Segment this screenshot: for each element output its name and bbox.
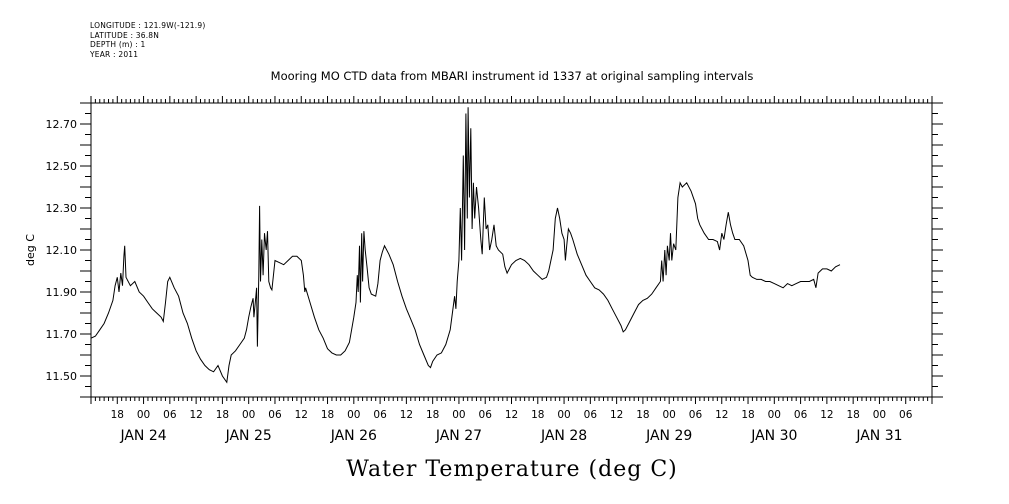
- x-hour-label: 00: [768, 409, 781, 421]
- x-day-label: JAN 30: [750, 428, 797, 444]
- x-axis-label: Water Temperature (deg C): [346, 457, 678, 482]
- x-day-label: JAN 28: [540, 428, 587, 444]
- longitude-label: LONGITUDE : 121.9W(-121.9): [90, 21, 206, 30]
- x-hour-label: 00: [242, 409, 255, 421]
- x-hour-label: 12: [610, 409, 623, 421]
- x-hour-label: 12: [715, 409, 728, 421]
- x-hour-label: 18: [426, 409, 439, 421]
- x-hour-label: 00: [137, 409, 150, 421]
- year-label: YEAR : 2011: [90, 49, 139, 59]
- x-hour-label: 06: [163, 409, 177, 421]
- x-hour-label: 12: [400, 409, 413, 421]
- y-tick-label: 12.30: [46, 202, 78, 215]
- x-hour-label: 18: [321, 409, 334, 421]
- x-day-label: JAN 26: [330, 428, 377, 444]
- x-hour-label: 00: [663, 409, 676, 421]
- x-hour-label: 12: [820, 409, 833, 421]
- x-hour-label: 18: [216, 409, 229, 421]
- x-hour-label: 18: [531, 409, 544, 421]
- y-tick-label: 11.50: [46, 370, 78, 383]
- x-hour-label: 06: [373, 409, 387, 421]
- x-hour-label: 18: [846, 409, 859, 421]
- x-hour-label: 12: [295, 409, 308, 421]
- x-hour-label: 06: [479, 409, 493, 421]
- depth-label: DEPTH (m) : 1: [90, 40, 146, 49]
- y-tick-label: 12.10: [46, 244, 78, 257]
- x-hour-label: 00: [557, 409, 570, 421]
- series-line: [90, 107, 841, 384]
- x-day-label: JAN 24: [119, 428, 166, 444]
- y-tick-label: 12.50: [46, 160, 78, 173]
- x-hour-label: 00: [452, 409, 465, 421]
- metadata-block: LONGITUDE : 121.9W(-121.9) LATITUDE : 36…: [90, 21, 205, 59]
- plot-frame: [90, 102, 933, 398]
- x-hour-label: 06: [268, 409, 282, 421]
- chart-title: Mooring MO CTD data from MBARI instrumen…: [271, 69, 754, 83]
- x-hour-label: 06: [584, 409, 598, 421]
- x-hour-label: 18: [636, 409, 649, 421]
- x-hour-label: 18: [741, 409, 754, 421]
- x-hour-label: 12: [505, 409, 518, 421]
- latitude-label: LATITUDE : 36.8N: [90, 30, 160, 40]
- x-hour-label: 18: [111, 409, 124, 421]
- x-day-label: JAN 29: [645, 428, 692, 444]
- x-hour-label: 12: [189, 409, 202, 421]
- y-tick-label: 12.70: [46, 118, 78, 131]
- x-day-label: JAN 27: [435, 428, 482, 444]
- x-hour-label: 06: [899, 409, 913, 421]
- x-day-label: JAN 25: [225, 428, 272, 444]
- y-axis-label: deg C: [24, 234, 37, 266]
- y-tick-label: 11.90: [46, 286, 78, 299]
- y-tick-label: 11.70: [46, 328, 78, 341]
- x-day-label: JAN 31: [855, 428, 902, 444]
- x-hour-label: 00: [873, 409, 886, 421]
- ticks-layer: [80, 96, 943, 404]
- x-hour-label: 06: [689, 409, 703, 421]
- labels-layer: 11.50 11.70 11.90 12.10 12.30 12.50 12.70 18 00 0…: [46, 118, 913, 444]
- x-hour-label: 00: [347, 409, 360, 421]
- x-hour-label: 06: [794, 409, 808, 421]
